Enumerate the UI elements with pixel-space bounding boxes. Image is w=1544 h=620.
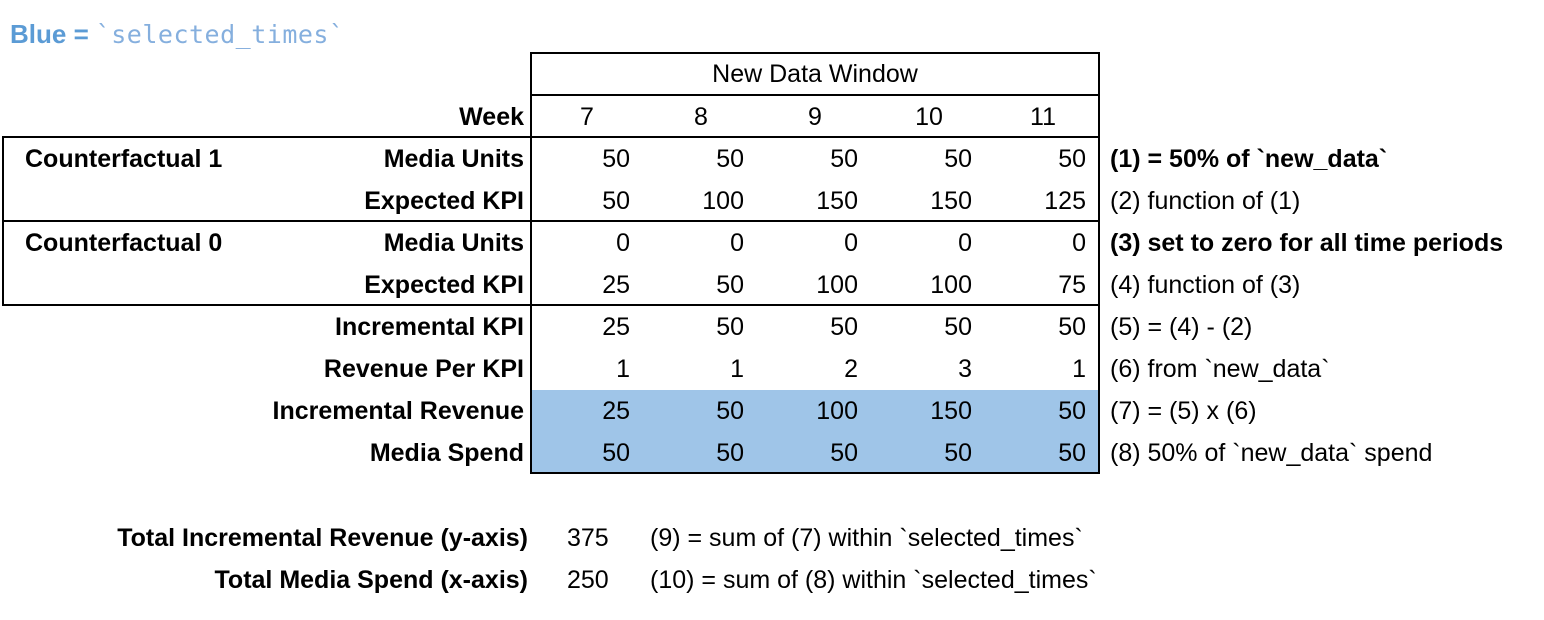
- value-cell: 0: [1072, 229, 1086, 257]
- value-cell: 50: [716, 145, 744, 173]
- week-cell: 11: [1030, 103, 1056, 131]
- row-label-incremental-kpi: Incremental KPI: [335, 313, 524, 341]
- value-cell: 50: [944, 313, 972, 341]
- row-label-media-units-cf1: Media Units: [383, 145, 524, 173]
- value-cell: 100: [702, 187, 744, 215]
- value-cell: 25: [602, 271, 630, 299]
- value-cell: 50: [1058, 145, 1086, 173]
- value-cell: 0: [730, 229, 744, 257]
- values-incremental-kpi: 25 50 50 50 50: [530, 306, 1100, 348]
- values-media-spend: 50 50 50 50 50: [530, 432, 1100, 474]
- counterfactual-1-label: Counterfactual 1: [25, 145, 223, 173]
- value-cell: 50: [830, 145, 858, 173]
- row-label-expected-kpi-cf1: Expected KPI: [364, 187, 524, 215]
- values-incremental-revenue: 25 50 100 150 50: [530, 390, 1100, 432]
- annotation-9: (9) = sum of (7) within `selected_times`: [650, 524, 1083, 552]
- row-label-expected-kpi-cf0: Expected KPI: [364, 271, 524, 299]
- week-cell: 8: [694, 103, 708, 131]
- annotation-7: (7) = (5) x (6): [1110, 397, 1257, 425]
- counterfactual-0-box: [2, 220, 532, 306]
- selected-times-highlight: [532, 390, 1098, 472]
- annotation-4: (4) function of (3): [1110, 271, 1301, 299]
- values-media-units-cf1: 50 50 50 50 50: [530, 138, 1100, 180]
- value-cell: 1: [730, 355, 744, 383]
- annotation-10: (10) = sum of (8) within `selected_times…: [650, 566, 1097, 594]
- value-cell: 50: [944, 145, 972, 173]
- total-incremental-revenue-label: Total Incremental Revenue (y-axis): [117, 524, 528, 552]
- week-row-label: Week: [459, 103, 524, 131]
- values-revenue-per-kpi: 1 1 2 3 1: [530, 348, 1100, 390]
- value-cell: 1: [1072, 355, 1086, 383]
- row-label-revenue-per-kpi: Revenue Per KPI: [323, 355, 524, 383]
- value-cell: 3: [958, 355, 972, 383]
- annotation-2: (2) function of (1): [1110, 187, 1301, 215]
- values-expected-kpi-cf1: 50 100 150 150 125: [530, 180, 1100, 222]
- annotation-6: (6) from `new_data`: [1110, 355, 1330, 383]
- value-cell: 25: [602, 397, 630, 425]
- value-cell: 50: [1058, 313, 1086, 341]
- value-cell: 50: [944, 439, 972, 467]
- row-label-media-units-cf0: Media Units: [383, 229, 524, 257]
- value-cell: 50: [716, 313, 744, 341]
- value-cell: 2: [844, 355, 858, 383]
- value-cell: 50: [1058, 397, 1086, 425]
- week-numbers-row: 7 8 9 10 11: [530, 96, 1100, 138]
- value-cell: 25: [602, 313, 630, 341]
- value-cell: 50: [830, 439, 858, 467]
- value-cell: 0: [616, 229, 630, 257]
- value-cell: 50: [716, 439, 744, 467]
- value-cell: 50: [830, 313, 858, 341]
- value-cell: 50: [602, 145, 630, 173]
- value-cell: 75: [1058, 271, 1086, 299]
- value-cell: 0: [958, 229, 972, 257]
- value-cell: 50: [716, 271, 744, 299]
- week-cell: 10: [915, 103, 943, 131]
- divider-below-counterfactual-0: [530, 304, 1100, 306]
- week-cell: 9: [808, 103, 822, 131]
- total-media-spend-value: 250: [567, 566, 609, 594]
- value-cell: 0: [844, 229, 858, 257]
- counterfactual-0-label: Counterfactual 0: [25, 229, 223, 257]
- value-cell: 150: [816, 187, 858, 215]
- value-cell: 1: [616, 355, 630, 383]
- annotation-8: (8) 50% of `new_data` spend: [1110, 439, 1433, 467]
- new-data-window-header: New Data Window: [530, 52, 1100, 96]
- annotation-5: (5) = (4) - (2): [1110, 313, 1253, 341]
- value-cell: 100: [816, 397, 858, 425]
- week-cell: 7: [580, 103, 594, 131]
- row-label-incremental-revenue: Incremental Revenue: [272, 397, 525, 425]
- divider-below-week-row: [530, 136, 1100, 138]
- legend-code: `selected_times`: [95, 20, 345, 49]
- values-expected-kpi-cf0: 25 50 100 100 75: [530, 264, 1100, 306]
- annotation-1: (1) = 50% of `new_data`: [1110, 145, 1388, 173]
- divider-below-counterfactual-1: [530, 220, 1100, 222]
- total-incremental-revenue-value: 375: [567, 524, 609, 552]
- value-cell: 50: [602, 439, 630, 467]
- row-label-media-spend: Media Spend: [369, 439, 524, 467]
- values-media-units-cf0: 0 0 0 0 0: [530, 222, 1100, 264]
- legend-blue-selected-times: Blue = `selected_times`: [10, 18, 345, 50]
- legend-prefix: Blue =: [10, 19, 89, 49]
- value-cell: 50: [716, 397, 744, 425]
- value-cell: 100: [930, 271, 972, 299]
- annotation-3: (3) set to zero for all time periods: [1110, 229, 1504, 257]
- value-cell: 50: [1058, 439, 1086, 467]
- value-cell: 100: [816, 271, 858, 299]
- value-cell: 150: [930, 397, 972, 425]
- value-cell: 50: [602, 187, 630, 215]
- total-media-spend-label: Total Media Spend (x-axis): [214, 566, 528, 594]
- value-cell: 125: [1044, 187, 1086, 215]
- value-cell: 150: [930, 187, 972, 215]
